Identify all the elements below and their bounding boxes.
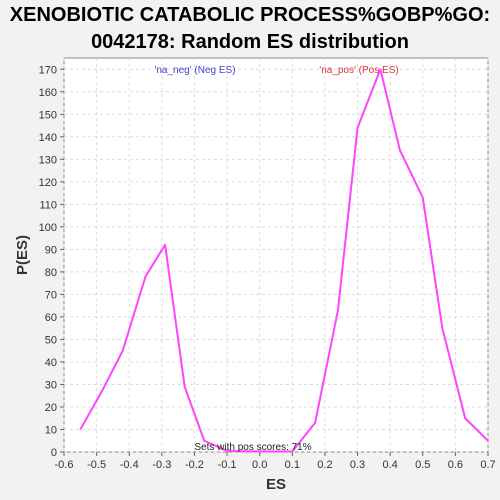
y-tick-label: 80 [45,267,57,279]
series-line [79,68,489,453]
x-tick-label: 0.3 [350,459,365,471]
pos-scores-annotation: Sets with pos scores: 71% [194,442,311,453]
y-tick-label: 140 [39,132,57,144]
y-tick-label: 100 [39,222,57,234]
x-tick-label: -0.6 [55,459,74,471]
y-tick-label: 110 [39,199,57,211]
y-tick-label: 60 [45,312,57,324]
x-tick-label: 0.5 [415,459,430,471]
x-tick-label: -0.2 [185,459,204,471]
y-tick-label: 20 [45,402,57,414]
x-tick-label: 0.4 [383,459,398,471]
grid-lines [63,58,489,453]
x-tick-label: 0.6 [448,459,463,471]
x-tick-label: 0.1 [285,459,300,471]
x-tick-label: -0.3 [152,459,171,471]
y-tick-label: 150 [39,109,57,121]
y-tick-label: 120 [39,177,57,189]
x-axis-label: ES [266,476,286,493]
x-tick-label: -0.5 [87,459,106,471]
chart-title-line1: XENOBIOTIC CATABOLIC PROCESS%GOBP%GO: [9,4,491,26]
y-tick-label: 90 [45,244,57,256]
y-tick-label: 130 [39,154,57,166]
x-tick-label: -0.4 [120,459,139,471]
legend-entry: 'na_pos' (Pos ES) [319,65,398,76]
x-tick-label: 0.0 [252,459,267,471]
y-axis-label: P(ES) [14,235,31,275]
x-tick-label: -0.1 [218,459,237,471]
y-tick-label: 40 [45,357,57,369]
x-tick-label: 0.7 [480,459,495,471]
y-tick-label: 160 [39,87,57,99]
series-group [79,68,489,453]
legend-entry: 'na_neg' (Neg ES) [154,65,235,76]
x-tick-label: 0.2 [317,459,332,471]
chart-title-line2: 0042178: Random ES distribution [91,31,409,53]
y-tick-label: 70 [45,289,57,301]
y-tick-label: 50 [45,334,57,346]
plot-area [63,57,489,453]
y-tick-label: 10 [45,424,57,436]
legend: 'na_neg' (Neg ES) 'na_pos' (Pos ES) [154,65,398,76]
y-axis-ticks: 0 10 20 30 40 50 60 70 80 90 100 110 120 130 140 150 160… [39,64,64,459]
y-tick-label: 30 [45,379,57,391]
y-tick-label: 170 [39,64,57,76]
x-axis-ticks: -0.6 -0.5 -0.4 -0.3 -0.2 -0.1 0.0 0.1 0.2 0.3 0.4 0… [55,452,496,471]
y-tick-label: 0 [51,447,57,459]
